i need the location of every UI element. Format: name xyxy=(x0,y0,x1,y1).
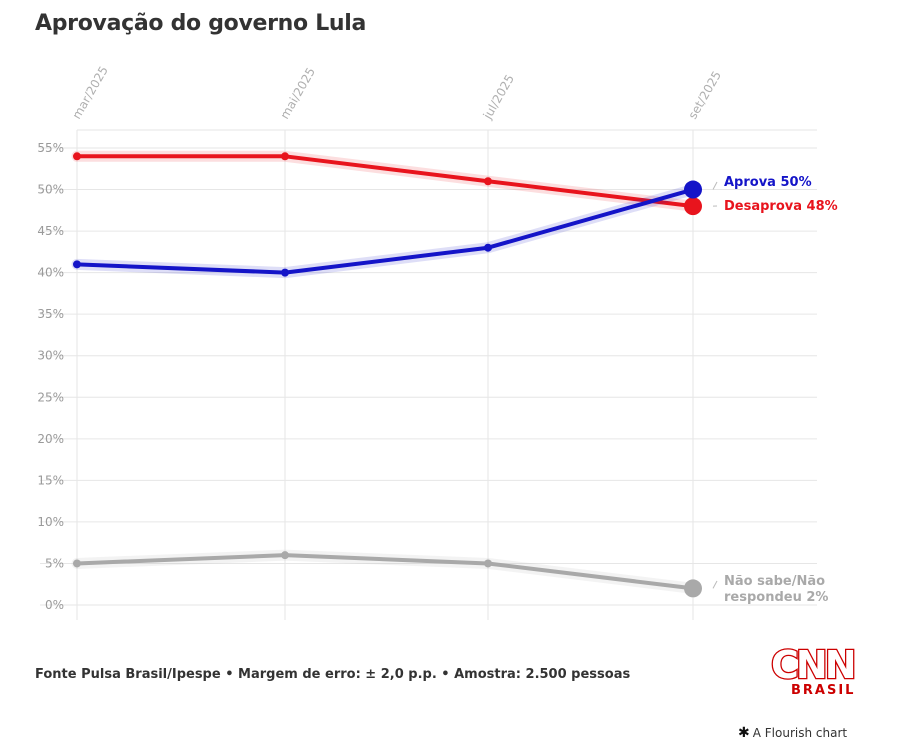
y-tick-label: 50% xyxy=(37,183,64,197)
y-tick-label: 40% xyxy=(37,266,64,280)
x-tick-label: mai/2025 xyxy=(277,65,318,121)
series-line xyxy=(75,154,695,209)
label-connector xyxy=(712,580,718,589)
flourish-credit[interactable]: ✱ A Flourish chart xyxy=(738,725,847,741)
y-tick-label: 55% xyxy=(37,141,64,155)
data-point xyxy=(73,152,81,161)
end-point-marker xyxy=(684,579,702,598)
y-tick-label: 5% xyxy=(45,556,64,570)
series-lines xyxy=(71,150,702,598)
series-line xyxy=(75,187,695,275)
source-note: Fonte Pulsa Brasil/Ipespe • Margem de er… xyxy=(35,667,631,682)
series-label: respondeu 2% xyxy=(724,590,828,605)
x-tick-label: mar/2025 xyxy=(69,64,110,122)
y-tick-label: 30% xyxy=(37,349,64,363)
y-tick-label: 0% xyxy=(45,598,64,612)
line-chart: 0% 5% 10% 15% 20% 25% 30% 35% 40% 45% 50% 55% mar/2… xyxy=(37,64,838,620)
data-point xyxy=(281,152,289,161)
x-axis-tick-labels: mar/2025 mai/2025 jul/2025 set/2025 xyxy=(69,64,724,123)
data-point xyxy=(484,177,492,186)
data-point xyxy=(73,559,81,568)
series-halo xyxy=(71,150,699,212)
logo-brasil-text: BRASIL xyxy=(791,683,856,698)
cnn-brasil-logo: CNN BRASIL xyxy=(770,643,858,703)
series-label: Aprova 50% xyxy=(724,175,812,190)
x-tick-label: set/2025 xyxy=(685,69,724,122)
end-point-marker xyxy=(684,180,702,199)
x-tick-label: jul/2025 xyxy=(480,72,517,122)
y-axis-tick-labels: 0% 5% 10% 15% 20% 25% 30% 35% 40% 45% 50% 55% xyxy=(37,141,64,612)
data-point xyxy=(484,559,492,568)
y-tick-label: 20% xyxy=(37,432,64,446)
data-point xyxy=(484,243,492,252)
series-line xyxy=(75,553,695,591)
data-point xyxy=(281,268,289,277)
logo-cnn-text: CNN xyxy=(770,643,858,687)
label-connector xyxy=(712,181,718,190)
series-label: Desaprova 48% xyxy=(724,199,838,214)
flourish-credit-text: A Flourish chart xyxy=(752,726,848,740)
chart-title: Aprovação do governo Lula xyxy=(35,11,367,36)
y-tick-label: 35% xyxy=(37,307,64,321)
data-point xyxy=(281,551,289,560)
end-point-marker xyxy=(684,197,702,216)
series-label: Não sabe/Não xyxy=(724,574,825,589)
data-point xyxy=(73,260,81,269)
y-tick-label: 10% xyxy=(37,515,64,529)
series-labels: Desaprova 48% Aprova 50% Não sabe/Nãorespo… xyxy=(712,175,838,605)
y-tick-label: 45% xyxy=(37,224,64,238)
y-tick-label: 25% xyxy=(37,390,64,404)
flourish-star-icon: ✱ xyxy=(738,725,750,741)
y-tick-label: 15% xyxy=(37,473,64,487)
